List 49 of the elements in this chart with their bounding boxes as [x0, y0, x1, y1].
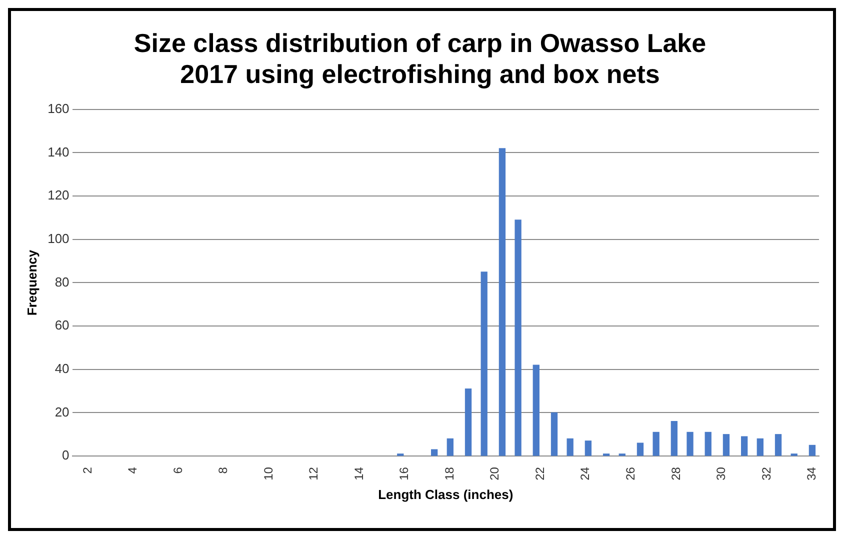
- x-tick-label: 34: [804, 466, 819, 480]
- x-tick-label: 2: [80, 466, 94, 474]
- x-tick-label: 16: [397, 466, 412, 480]
- x-tick-label: 12: [306, 466, 321, 480]
- x-tick-label: 4: [126, 466, 140, 474]
- x-tick-label: 26: [624, 466, 638, 480]
- y-tick-label: 100: [48, 230, 70, 246]
- bar: [566, 438, 574, 456]
- bar: [808, 444, 816, 456]
- y-tick-label: 60: [54, 318, 70, 333]
- bar: [741, 436, 748, 456]
- bar: [514, 220, 522, 456]
- bar: [480, 272, 488, 456]
- bar: [686, 432, 694, 456]
- bar: [584, 440, 592, 456]
- bar: [550, 412, 558, 456]
- bar: [464, 388, 472, 456]
- y-tick-label: 80: [54, 274, 70, 290]
- y-tick-label: 40: [54, 360, 70, 376]
- x-tick-label: 24: [578, 466, 592, 480]
- bar: [532, 364, 540, 456]
- y-tick-label: 120: [48, 188, 70, 203]
- bar: [774, 434, 782, 456]
- bar: [722, 434, 730, 456]
- x-tick-label: 6: [170, 466, 185, 474]
- bar: [670, 421, 678, 456]
- x-tick-label: 22: [532, 466, 547, 480]
- x-tick-label: 10: [261, 466, 276, 480]
- y-axis-title: Frequency: [24, 249, 40, 316]
- bar: [636, 442, 644, 456]
- y-tick-label: 0: [62, 448, 70, 463]
- bar: [446, 438, 454, 456]
- bar: [652, 432, 660, 456]
- x-tick-label: 14: [352, 466, 366, 480]
- x-tick-label: 30: [714, 466, 728, 480]
- x-tick-label: 28: [668, 466, 683, 480]
- bar: [498, 148, 506, 456]
- x-tick-label: 20: [488, 466, 502, 480]
- x-tick-label: 8: [216, 466, 230, 474]
- chart-title: Size class distribution of carp in Owasso Lake 2017 using electrofishing and box nets: [134, 28, 706, 89]
- x-tick-label: 18: [442, 466, 456, 480]
- y-tick-label: 160: [48, 100, 70, 116]
- y-tick-label: 20: [54, 404, 70, 420]
- bar: [756, 438, 764, 456]
- y-tick-label: 140: [48, 144, 70, 160]
- x-tick-label: 32: [759, 466, 774, 480]
- bar: [704, 432, 712, 456]
- bar: [431, 449, 438, 456]
- x-axis-title: Length Class (inches): [378, 486, 514, 502]
